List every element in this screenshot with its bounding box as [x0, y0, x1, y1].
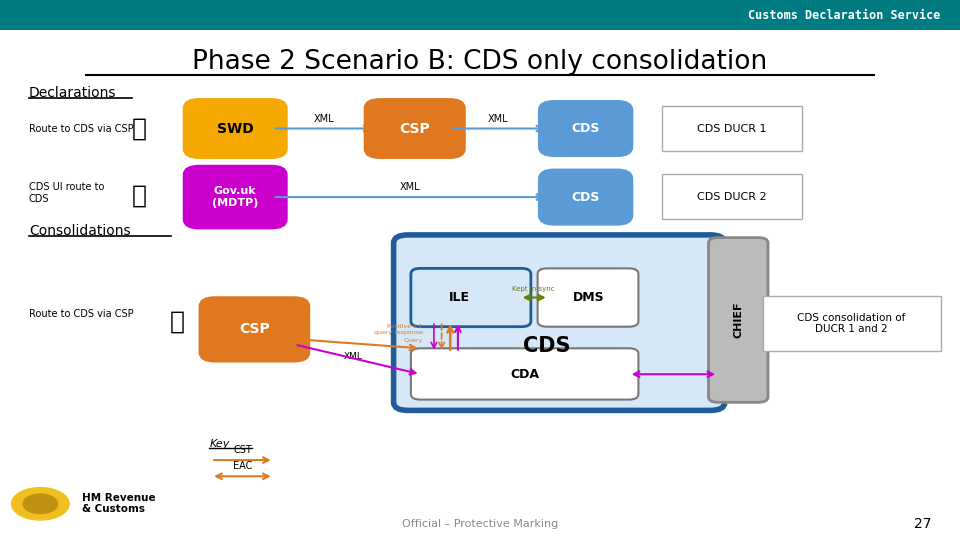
FancyBboxPatch shape	[763, 296, 941, 351]
Text: ⛹: ⛹	[170, 309, 185, 333]
Text: Route to CDS via CSP: Route to CDS via CSP	[29, 124, 133, 133]
FancyBboxPatch shape	[540, 171, 632, 224]
Text: CDA: CDA	[511, 368, 540, 381]
FancyBboxPatch shape	[201, 298, 308, 361]
Text: DMS: DMS	[573, 291, 604, 304]
Text: EAC: EAC	[233, 461, 252, 471]
Text: XML: XML	[313, 113, 334, 124]
FancyBboxPatch shape	[662, 174, 802, 219]
Text: CDS DUCR 1: CDS DUCR 1	[697, 124, 766, 133]
Text: CDS: CDS	[571, 191, 600, 204]
FancyBboxPatch shape	[184, 100, 286, 157]
FancyBboxPatch shape	[394, 235, 725, 410]
FancyBboxPatch shape	[662, 106, 802, 151]
Text: SWD: SWD	[217, 122, 253, 136]
Text: CHIEF: CHIEF	[733, 302, 743, 339]
Text: CDS consolidation of
DUCR 1 and 2: CDS consolidation of DUCR 1 and 2	[798, 313, 905, 334]
Text: ⛹: ⛹	[132, 117, 147, 140]
FancyBboxPatch shape	[184, 167, 286, 227]
Text: Official – Protective Marking: Official – Protective Marking	[402, 519, 558, 529]
Text: Phase 2 Scenario B: CDS only consolidation: Phase 2 Scenario B: CDS only consolidati…	[192, 49, 768, 75]
Text: Route to CDS via CSP: Route to CDS via CSP	[29, 309, 133, 319]
Text: CSP: CSP	[239, 322, 270, 336]
Text: CDS DUCR 2: CDS DUCR 2	[697, 192, 766, 202]
Text: Positive ILE
query response: Positive ILE query response	[373, 324, 422, 335]
FancyBboxPatch shape	[0, 0, 960, 30]
Text: CSP: CSP	[399, 122, 430, 136]
Text: Kept in sync: Kept in sync	[513, 286, 555, 292]
Text: Gov.uk
(MDTP): Gov.uk (MDTP)	[212, 186, 258, 208]
Text: Key: Key	[209, 439, 229, 449]
Text: ILE: ILE	[448, 291, 469, 304]
FancyBboxPatch shape	[708, 238, 768, 402]
Text: HM Revenue: HM Revenue	[82, 493, 156, 503]
Text: Consolidations: Consolidations	[29, 224, 131, 238]
Circle shape	[23, 494, 58, 514]
FancyBboxPatch shape	[538, 268, 638, 327]
Text: CDS UI route to
CDS: CDS UI route to CDS	[29, 182, 105, 204]
Circle shape	[12, 488, 69, 520]
FancyBboxPatch shape	[411, 268, 531, 327]
Text: CDS: CDS	[523, 335, 571, 356]
Text: Query: Query	[403, 338, 422, 343]
Text: XML: XML	[488, 113, 509, 124]
Text: 27: 27	[914, 517, 931, 531]
FancyBboxPatch shape	[366, 100, 464, 157]
FancyBboxPatch shape	[411, 348, 638, 400]
Text: CST: CST	[233, 445, 252, 455]
Text: ⛹: ⛹	[132, 184, 147, 207]
Text: CDS: CDS	[571, 122, 600, 135]
FancyBboxPatch shape	[540, 102, 632, 155]
Text: Declarations: Declarations	[29, 86, 116, 100]
Text: XML: XML	[344, 352, 363, 361]
Text: & Customs: & Customs	[82, 504, 145, 514]
Text: XML: XML	[399, 182, 420, 192]
Text: Customs Declaration Service: Customs Declaration Service	[749, 9, 941, 22]
